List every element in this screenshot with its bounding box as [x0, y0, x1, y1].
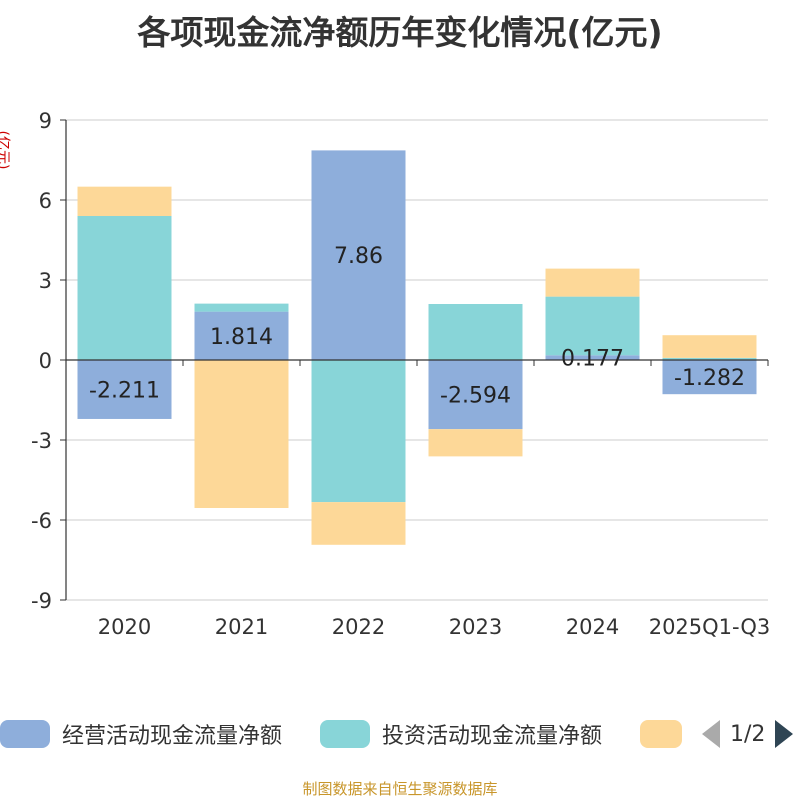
bar-2025Q1-Q3-series-0 — [662, 360, 757, 395]
y-tick-label: -6 — [31, 509, 52, 533]
bar-2022-series-0 — [311, 150, 406, 360]
legend-item-operating[interactable]: 经营活动现金流量净额 — [0, 716, 282, 752]
bar-2025Q1-Q3-series-1 — [662, 357, 757, 360]
legend-swatch-third — [640, 720, 682, 748]
legend-prev-arrow-icon[interactable] — [702, 720, 720, 748]
data-label-2021: 1.814 — [210, 325, 273, 350]
bar-2021-series-2 — [194, 360, 289, 508]
y-tick-label: 9 — [39, 109, 52, 133]
axes: 9 6 3 0 -3 -6 -9 2020 2021 2022 2023 2024 2025Q1-Q3 — [31, 109, 770, 639]
y-tick-label: 6 — [39, 189, 52, 213]
bar-2020-series-2 — [77, 186, 172, 216]
x-tick-label: 2021 — [215, 615, 268, 639]
bar-2023-series-0 — [428, 360, 523, 430]
legend-item-third[interactable] — [640, 716, 682, 752]
x-tick-label: 2023 — [449, 615, 502, 639]
data-source-note: 制图数据来自恒生聚源数据库 — [302, 780, 498, 798]
bar-2022-series-1 — [311, 360, 406, 503]
x-tick-label: 2020 — [98, 615, 151, 639]
data-labels: -2.211 1.814 7.86 -2.594 0.177 -1.282 — [89, 244, 745, 408]
chart-title: 各项现金流净额历年变化情况(亿元) — [137, 13, 663, 52]
x-tick-label: 2022 — [332, 615, 385, 639]
x-tick-label: 2025Q1-Q3 — [649, 615, 771, 639]
bar-2023-series-2 — [428, 429, 523, 457]
bar-2021-series-0 — [194, 311, 289, 360]
bar-2023-series-1 — [428, 304, 523, 360]
bar-2025Q1-Q3-series-2 — [662, 335, 757, 358]
data-label-2025Q1-Q3: -1.282 — [674, 366, 745, 391]
legend-label-investing: 投资活动现金流量净额 — [382, 724, 603, 749]
y-tick-label: -3 — [31, 429, 52, 453]
legend-label-operating: 经营活动现金流量净额 — [62, 724, 283, 749]
legend-pager: 1/2 — [702, 716, 794, 752]
legend-swatch-operating — [0, 720, 50, 748]
data-label-2020: -2.211 — [89, 378, 160, 403]
y-tick-label: -9 — [31, 589, 52, 613]
bar-2020-series-0 — [77, 360, 172, 419]
bar-2021-series-1 — [194, 303, 289, 312]
bar-2020-series-1 — [77, 216, 172, 360]
bar-2024-series-0 — [545, 355, 640, 360]
y-tick-label: 3 — [39, 269, 52, 293]
legend-page-indicator: 1/2 — [730, 721, 766, 747]
legend-next-arrow-icon[interactable] — [775, 720, 794, 748]
data-label-2023: -2.594 — [440, 384, 511, 409]
data-label-2022: 7.86 — [334, 244, 383, 269]
x-tick-label: 2024 — [566, 615, 619, 639]
bar-2024-series-2 — [545, 268, 640, 297]
data-label-2024: 0.177 — [561, 347, 624, 372]
y-tick-label: 0 — [39, 349, 52, 373]
bars — [77, 150, 757, 545]
bar-2024-series-1 — [545, 296, 640, 356]
legend-item-investing[interactable]: 投资活动现金流量净额 — [320, 716, 602, 752]
grid-lines — [66, 119, 768, 601]
bar-2022-series-2 — [311, 502, 406, 545]
legend: 经营活动现金流量净额 投资活动现金流量净额 1/2 — [0, 716, 800, 752]
legend-swatch-investing — [320, 720, 370, 748]
